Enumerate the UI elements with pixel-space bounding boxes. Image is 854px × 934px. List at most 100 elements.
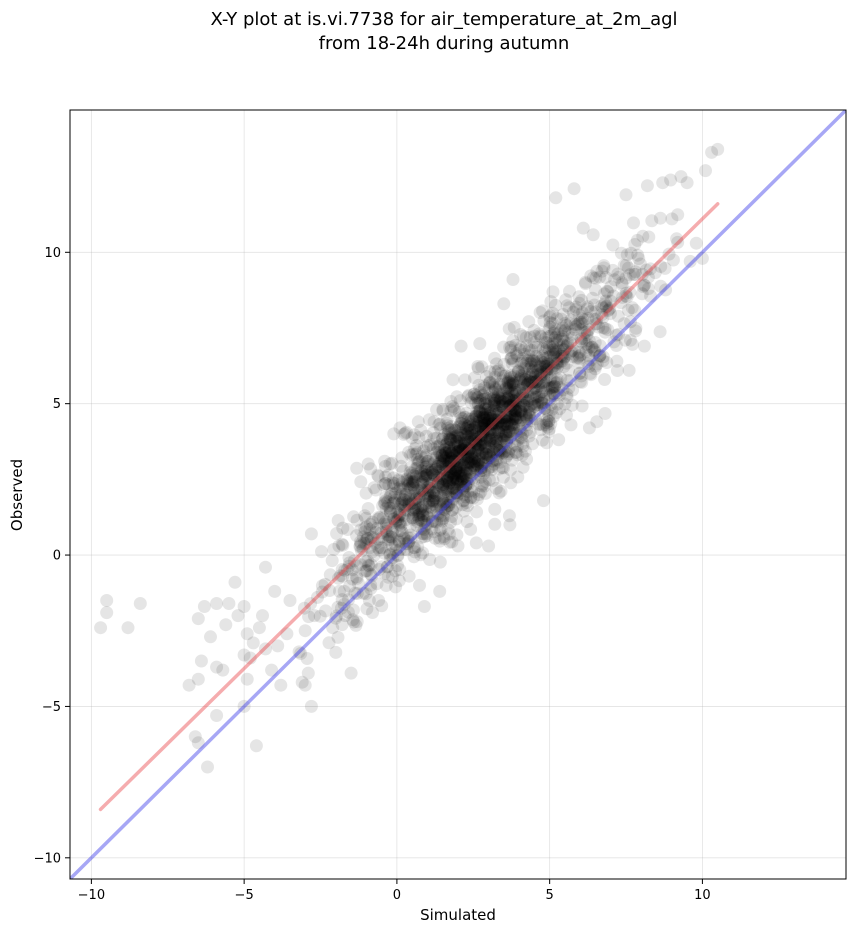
scatter-point — [624, 246, 638, 260]
scatter-point — [471, 458, 485, 472]
scatter-point — [413, 578, 426, 592]
scatter-point — [454, 458, 468, 472]
scatter-point — [432, 469, 446, 482]
scatter-point — [417, 467, 431, 481]
scatter-point — [438, 442, 452, 456]
scatter-point — [409, 470, 423, 484]
scatter-point — [389, 486, 403, 500]
scatter-point — [479, 447, 493, 461]
scatter-point — [534, 372, 547, 386]
scatter-point — [419, 518, 432, 532]
scatter-point — [292, 645, 306, 659]
scatter-point — [502, 399, 516, 413]
scatter-point — [482, 414, 496, 428]
scatter-point — [447, 477, 460, 491]
scatter-point — [414, 469, 428, 482]
scatter-point — [350, 615, 364, 629]
scatter-point — [380, 517, 394, 531]
scatter-point — [449, 460, 463, 474]
scatter-point — [396, 482, 410, 496]
scatter-point — [466, 417, 480, 431]
scatter-point — [442, 441, 456, 454]
scatter-point — [519, 403, 533, 416]
scatter-point — [370, 522, 384, 535]
scatter-point — [544, 371, 558, 385]
scatter-point — [433, 438, 447, 452]
scatter-point — [460, 515, 474, 529]
scatter-point — [451, 430, 465, 444]
scatter-point — [449, 444, 463, 458]
scatter-point — [476, 451, 490, 465]
scatter-point — [406, 513, 420, 526]
scatter-point — [500, 410, 514, 424]
scatter-point — [471, 442, 485, 456]
scatter-point — [540, 340, 554, 354]
scatter-point — [648, 266, 662, 280]
scatter-point — [467, 428, 481, 442]
scatter-point — [347, 510, 361, 524]
scatter-point — [445, 451, 459, 465]
scatter-point — [442, 445, 456, 459]
scatter-point — [442, 498, 456, 512]
scatter-point — [453, 444, 467, 458]
scatter-point — [429, 462, 443, 476]
scatter-point — [426, 442, 440, 456]
scatter-point — [444, 403, 458, 417]
scatter-point — [627, 216, 640, 230]
scatter-point — [523, 330, 537, 344]
scatter-point — [362, 559, 376, 573]
scatter-point — [474, 438, 488, 452]
scatter-point — [547, 350, 561, 364]
scatter-point — [614, 246, 628, 260]
scatter-point — [507, 421, 521, 435]
scatter-point — [383, 457, 397, 471]
scatter-point — [356, 586, 370, 600]
x-axis-label: Simulated — [420, 906, 496, 924]
scatter-point — [462, 412, 475, 426]
scatter-point — [401, 477, 414, 491]
scatter-point — [502, 372, 516, 386]
scatter-point — [383, 553, 397, 567]
scatter-point — [448, 469, 461, 483]
scatter-point — [513, 422, 527, 436]
scatter-point — [419, 489, 433, 503]
scatter-point — [442, 432, 456, 446]
scatter-point — [528, 375, 542, 389]
scatter-point — [458, 437, 472, 451]
scatter-point — [538, 367, 551, 381]
scatter-point — [406, 448, 420, 461]
scatter-point — [327, 542, 341, 556]
scatter-point — [528, 387, 542, 401]
scatter-point — [540, 379, 554, 393]
scatter-point — [332, 539, 346, 553]
scatter-point — [415, 522, 429, 536]
scatter-point — [501, 376, 515, 390]
scatter-point — [442, 454, 456, 468]
scatter-point — [383, 504, 397, 518]
scatter-point — [505, 423, 519, 437]
scatter-point — [345, 572, 359, 586]
scatter-point — [539, 418, 553, 432]
regression-line — [98, 202, 720, 812]
scatter-point — [418, 490, 432, 504]
scatter-point — [463, 423, 477, 437]
scatter-point — [543, 320, 557, 334]
scatter-point — [342, 556, 356, 570]
scatter-point — [493, 416, 507, 430]
scatter-point — [434, 448, 448, 462]
scatter-point — [498, 432, 512, 446]
scatter-point — [486, 417, 500, 431]
scatter-point — [393, 489, 407, 503]
scatter-point — [459, 406, 473, 420]
scatter-point — [482, 439, 496, 453]
scatter-point — [451, 539, 465, 553]
scatter-point — [414, 490, 428, 504]
scatter-point — [546, 345, 560, 359]
scatter-point — [483, 406, 497, 420]
scatter-point — [509, 347, 523, 360]
scatter-point — [513, 404, 527, 418]
scatter-point — [483, 434, 497, 447]
scatter-point — [487, 440, 501, 454]
scatter-point — [462, 456, 475, 470]
scatter-point — [489, 383, 502, 397]
